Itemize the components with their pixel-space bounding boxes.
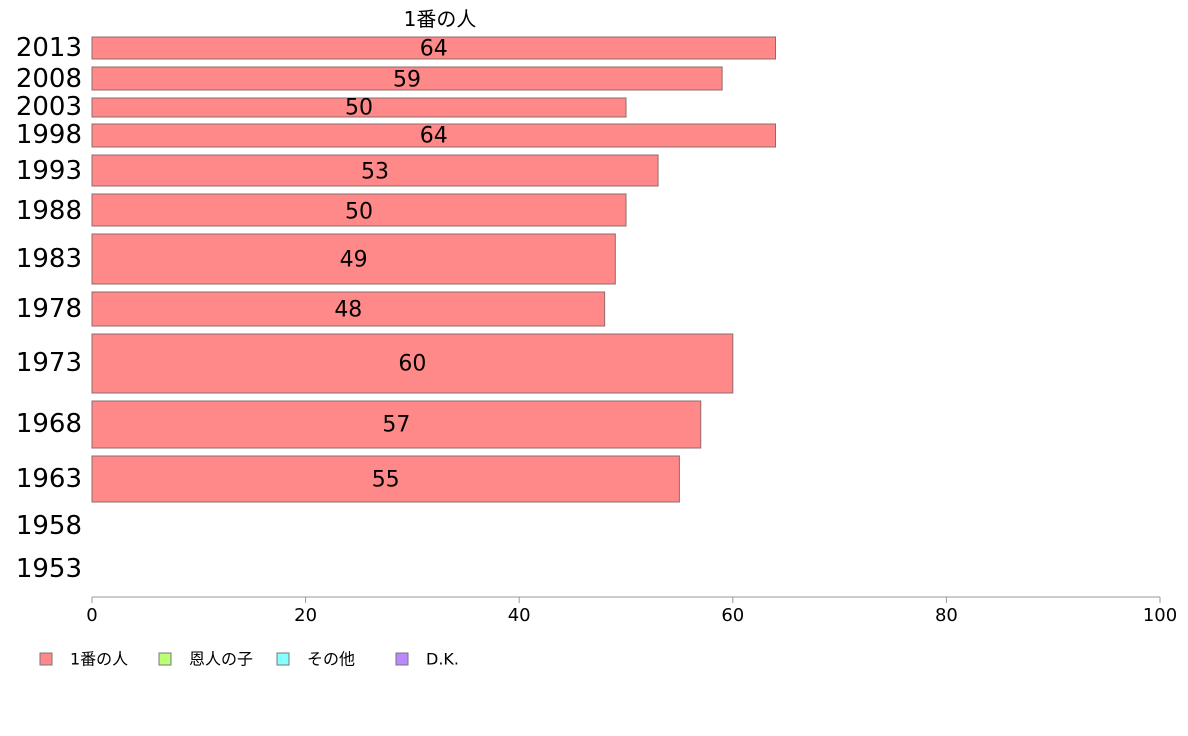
legend-label: D.K.: [426, 650, 459, 669]
bar-group: [91, 36, 777, 503]
value-label: 55: [372, 468, 400, 493]
x-axis: 0 20 40 60 80 100: [86, 596, 1177, 626]
legend-label: 1番の人: [70, 650, 128, 669]
legend-swatch: [276, 652, 290, 666]
bar: [91, 455, 680, 503]
x-tick-label: 20: [294, 605, 317, 626]
category-label: 1953: [16, 554, 82, 584]
category-label: 1988: [16, 196, 82, 226]
category-label: 1993: [16, 156, 82, 186]
legend: 1番の人 恩人の子 その他 D.K.: [39, 650, 459, 669]
value-label: 59: [393, 68, 421, 93]
bar: [91, 123, 777, 148]
bar: [91, 154, 659, 187]
value-label: 50: [345, 200, 373, 225]
category-label: 1968: [16, 409, 82, 439]
category-label: 1963: [16, 464, 82, 494]
bar: [91, 97, 627, 118]
bar: [91, 333, 734, 394]
value-label: 64: [420, 124, 448, 149]
category-label: 1973: [16, 348, 82, 378]
bar: [91, 291, 606, 327]
bar: [91, 233, 616, 285]
x-tick-label: 0: [86, 605, 97, 626]
category-label: 1983: [16, 244, 82, 274]
bar: [91, 66, 723, 91]
value-label-group: 64 59 50 64 53 50 49 48 60 57 55: [334, 37, 447, 493]
value-label: 50: [345, 96, 373, 121]
bar: [91, 193, 627, 227]
legend-swatch: [395, 652, 409, 666]
value-label: 53: [361, 160, 389, 185]
category-label: 1998: [16, 120, 82, 150]
category-label: 1978: [16, 294, 82, 324]
bar: [91, 36, 777, 60]
x-tick-label: 80: [935, 605, 958, 626]
category-label: 1958: [16, 511, 82, 541]
x-tick-label: 40: [508, 605, 531, 626]
value-label: 49: [340, 248, 368, 273]
value-label: 57: [382, 413, 410, 438]
category-label: 2003: [16, 92, 82, 122]
x-tick-label: 100: [1143, 605, 1177, 626]
category-label: 2013: [16, 33, 82, 63]
value-label: 48: [334, 298, 362, 323]
legend-label: その他: [307, 650, 355, 669]
bar: [91, 400, 702, 449]
legend-label: 恩人の子: [189, 650, 253, 669]
value-label: 60: [398, 352, 426, 377]
series-title: 1番の人: [404, 7, 477, 31]
x-tick-label: 60: [721, 605, 744, 626]
legend-swatch: [158, 652, 172, 666]
value-label: 64: [420, 37, 448, 62]
category-label: 2008: [16, 64, 82, 94]
legend-swatch: [39, 652, 53, 666]
